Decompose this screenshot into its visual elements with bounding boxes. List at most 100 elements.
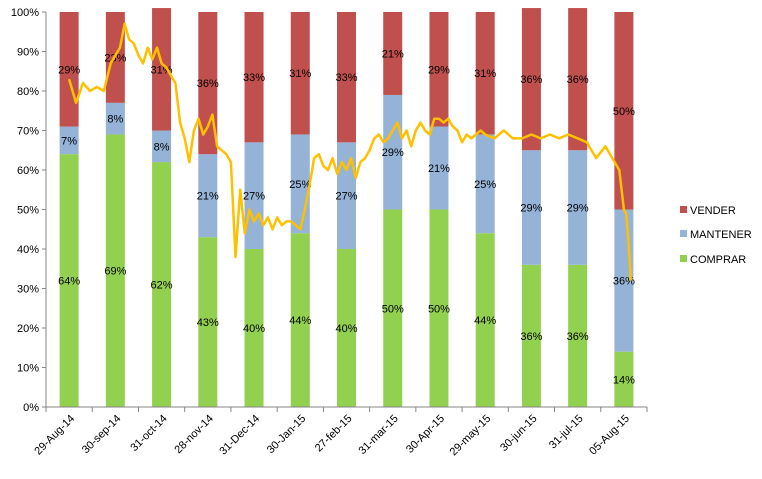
bar-comprar-2 [152, 162, 172, 407]
x-tick-label-8: 30-Apr-15 [404, 413, 447, 456]
data-label-vender-9: 31% [474, 68, 496, 80]
data-label-mantener-10: 29% [520, 203, 542, 215]
data-label-comprar-1: 69% [104, 266, 126, 278]
legend-label-mantener: MANTENER [690, 229, 752, 241]
y-tick-label-10: 100% [11, 7, 39, 19]
overlay-line [67, 22, 633, 281]
data-label-comprar-2: 62% [151, 280, 173, 292]
y-tick-label-6: 60% [17, 165, 39, 177]
data-label-vender-7: 21% [382, 48, 404, 60]
data-label-comprar-0: 64% [58, 276, 80, 288]
x-tick-label-1: 30-sep-14 [80, 413, 124, 457]
legend: VENDER MANTENER COMPRAR [680, 205, 752, 266]
data-label-mantener-11: 29% [567, 203, 589, 215]
data-label-mantener-2: 8% [154, 141, 170, 153]
bar-vender-2 [152, 8, 172, 131]
y-tick-label-4: 40% [17, 244, 39, 256]
bar-mantener-3 [198, 154, 218, 238]
data-label-mantener-8: 21% [428, 163, 450, 175]
x-tick-label-4: 31-Dec-14 [217, 413, 262, 458]
y-tick-label-9: 90% [17, 47, 39, 59]
bar-mantener-4 [244, 142, 264, 249]
bar-comprar-1 [105, 134, 125, 407]
bar-mantener-2 [152, 130, 172, 163]
bar-mantener-10 [521, 150, 541, 265]
bar-vender-8 [429, 12, 449, 127]
y-tick-label-0: 0% [23, 402, 39, 414]
bars-layer [59, 8, 634, 407]
bar-comprar-10 [521, 264, 541, 407]
bar-comprar-9 [475, 233, 495, 407]
data-label-mantener-3: 21% [197, 191, 219, 203]
bar-mantener-0 [59, 126, 79, 155]
data-label-mantener-6: 27% [335, 191, 357, 203]
data-label-comprar-9: 44% [474, 315, 496, 327]
data-label-comprar-5: 44% [289, 315, 311, 327]
y-tick-label-5: 50% [17, 205, 39, 217]
data-label-comprar-7: 50% [382, 303, 404, 315]
data-label-mantener-7: 29% [382, 147, 404, 159]
bar-comprar-4 [244, 249, 264, 407]
data-label-comprar-8: 50% [428, 303, 450, 315]
bar-vender-5 [290, 12, 310, 135]
bar-vender-9 [475, 12, 495, 135]
bar-comprar-12 [614, 351, 634, 407]
bar-comprar-11 [568, 264, 588, 407]
x-tick-label-5: 30-Jan-15 [265, 413, 309, 457]
x-tick-label-12: 05-Aug-15 [587, 413, 632, 458]
data-label-vender-0: 29% [58, 64, 80, 76]
bar-vender-12 [614, 12, 634, 210]
data-label-comprar-10: 36% [520, 331, 542, 343]
x-tick-label-3: 28-nov-14 [172, 413, 216, 457]
legend-swatch-comprar [680, 255, 687, 262]
data-label-vender-8: 29% [428, 64, 450, 76]
x-tick-label-2: 31-oct-14 [128, 413, 169, 454]
bar-comprar-8 [429, 209, 449, 407]
bar-mantener-9 [475, 134, 495, 234]
x-tick-label-6: 27-feb-15 [313, 413, 355, 455]
legend-swatch-vender [680, 206, 687, 213]
bar-mantener-6 [337, 142, 356, 249]
data-label-comprar-11: 36% [567, 331, 589, 343]
bar-vender-6 [337, 12, 356, 143]
bar-comprar-0 [59, 154, 79, 407]
x-tick-label-9: 29-may-15 [448, 413, 494, 459]
bar-vender-11 [568, 8, 588, 151]
y-tick-label-7: 70% [17, 126, 39, 138]
data-label-comprar-6: 40% [335, 323, 357, 335]
data-label-vender-11: 36% [567, 74, 589, 86]
bar-comprar-7 [383, 209, 403, 407]
bar-vender-4 [244, 12, 264, 143]
x-tick-label-10: 30-jun-15 [498, 413, 539, 454]
data-label-mantener-4: 27% [243, 191, 265, 203]
x-tick-label-11: 31-jul-15 [547, 413, 586, 452]
data-label-vender-6: 33% [335, 72, 357, 84]
data-label-vender-4: 33% [243, 72, 265, 84]
bar-vender-10 [521, 8, 541, 151]
data-label-vender-5: 31% [289, 68, 311, 80]
bar-comprar-6 [337, 249, 356, 407]
bar-mantener-1 [105, 102, 125, 135]
data-label-vender-10: 36% [520, 74, 542, 86]
y-tick-label-8: 80% [17, 86, 39, 98]
y-tick-label-2: 20% [17, 323, 39, 335]
data-label-vender-12: 50% [613, 106, 635, 118]
data-label-mantener-9: 25% [474, 179, 496, 191]
data-label-comprar-12: 14% [613, 374, 635, 386]
x-tick-label-7: 31-mar-15 [356, 413, 400, 457]
bar-mantener-8 [429, 126, 449, 210]
legend-label-comprar: COMPRAR [690, 254, 746, 266]
data-label-mantener-0: 7% [61, 135, 77, 147]
data-label-comprar-3: 43% [197, 317, 219, 329]
bar-vender-7 [383, 12, 403, 95]
legend-swatch-mantener [680, 230, 687, 237]
bar-labels-layer: 64% 7% 29% 69% 8% 23% 62% 8% 31% 43% 21% 36% 40% 27% 3… [58, 48, 635, 386]
overlay-line-layer [67, 22, 633, 281]
data-label-vender-1: 23% [104, 52, 126, 64]
legend-label-vender: VENDER [690, 205, 736, 217]
y-tick-label-1: 10% [17, 363, 39, 375]
data-label-mantener-1: 8% [107, 114, 123, 126]
data-label-vender-3: 36% [197, 78, 219, 90]
